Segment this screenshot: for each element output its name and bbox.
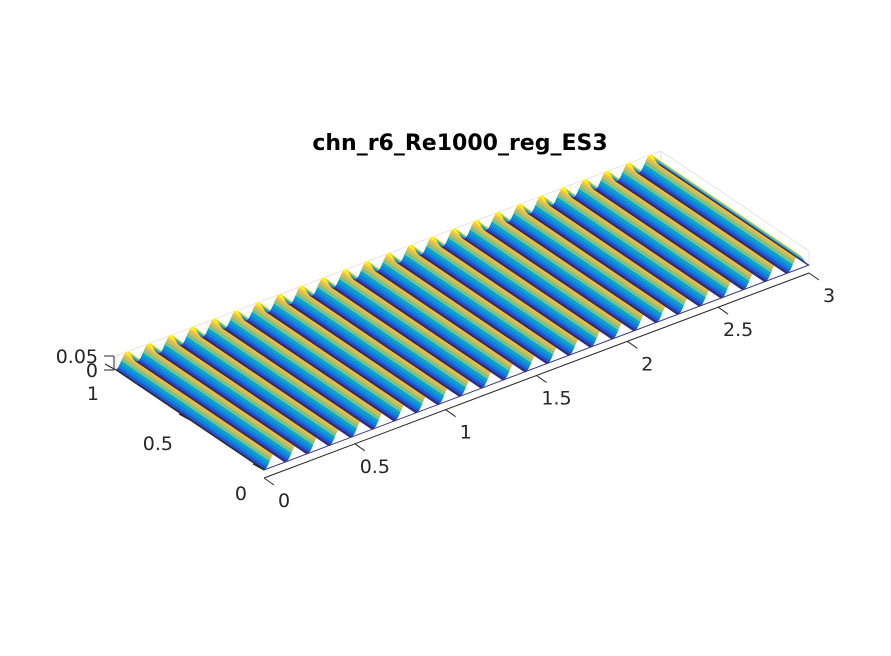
chart-title: chn_r6_Re1000_reg_ES3: [312, 131, 607, 156]
x-tick-mark: [627, 340, 638, 349]
x-tick-mark: [354, 443, 366, 452]
x-tick-label: 1.5: [541, 388, 571, 410]
x-tick-label: 1: [460, 422, 472, 444]
surface-layer: [115, 154, 811, 471]
x-tick-mark: [536, 375, 547, 383]
y-tick-mark: [104, 363, 117, 371]
x-tick-mark: [445, 409, 456, 418]
x-tick-mark: [263, 477, 275, 486]
x-tick-label: 0: [278, 490, 290, 512]
y-tick-label: 0: [235, 483, 247, 505]
y-tick-mark: [252, 463, 265, 471]
y-tick-mark: [178, 413, 191, 421]
x-tick-label: 0.5: [360, 456, 390, 478]
z-tick-label: 0.05: [56, 346, 98, 368]
y-tick-label: 0.5: [143, 433, 173, 455]
z-tick-label: 0: [86, 360, 98, 382]
x-tick-mark: [808, 272, 820, 281]
y-tick-label: 1: [87, 383, 99, 405]
surface-front-edge: [263, 264, 810, 471]
x-tick-label: 2.5: [723, 319, 753, 341]
x-tick-mark: [717, 306, 729, 315]
x-tick-label: 3: [823, 285, 835, 307]
x-tick-label: 2: [641, 353, 653, 375]
box-edge: [660, 150, 810, 252]
